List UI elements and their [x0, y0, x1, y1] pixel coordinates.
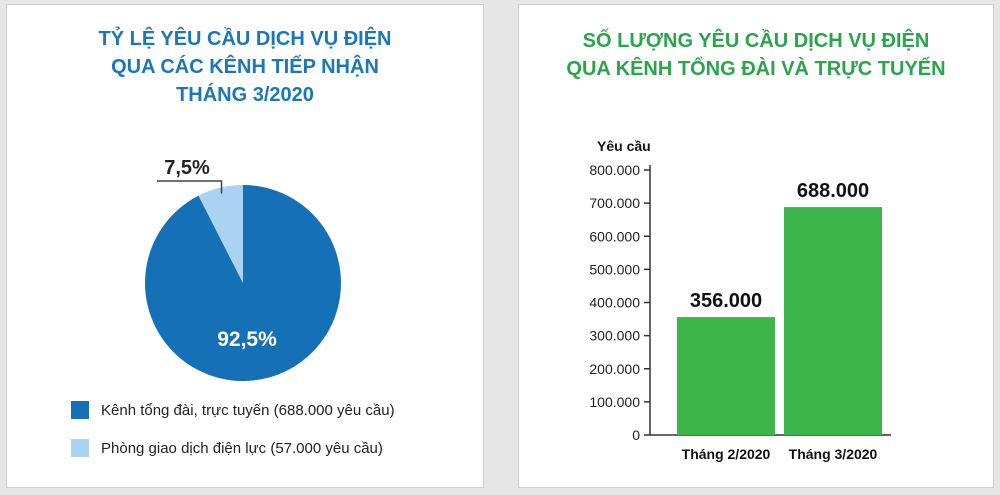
pie-chart-title: TỶ LỆ YÊU CẦU DỊCH VỤ ĐIỆN QUA CÁC KÊNH … — [7, 25, 483, 109]
bar-value-label: 356.000 — [690, 290, 762, 312]
y-tick-label: 100.000 — [589, 394, 640, 410]
pie-title-line-2: QUA CÁC KÊNH TIẾP NHẬN — [111, 56, 379, 78]
legend-swatch-dark-blue — [71, 401, 89, 419]
y-tick-label: 400.000 — [589, 295, 640, 311]
pie-label-call-center: 92,5% — [217, 328, 277, 351]
y-tick-label: 300.000 — [589, 328, 640, 344]
bar-title-line-2: QUA KÊNH TỔNG ĐÀI VÀ TRỰC TUYẾN — [566, 58, 946, 80]
pie-title-line-1: TỶ LỆ YÊU CẦU DỊCH VỤ ĐIỆN — [98, 28, 392, 50]
legend-swatch-light-blue — [71, 439, 89, 457]
legend-item-office: Phòng giao dịch điện lực (57.000 yêu cầu… — [71, 439, 383, 457]
bar-title-line-1: SỐ LƯỢNG YÊU CẦU DỊCH VỤ ĐIỆN — [582, 30, 930, 52]
y-tick-label: 600.000 — [589, 228, 640, 244]
bar-1 — [677, 317, 775, 435]
y-tick-label: 700.000 — [589, 195, 640, 211]
legend-item-call-center: Kênh tổng đài, trực tuyến (688.000 yêu c… — [71, 401, 395, 419]
x-tick-label: Tháng 3/2020 — [789, 446, 878, 462]
bar-2 — [784, 207, 882, 435]
bar-value-label: 688.000 — [797, 180, 869, 202]
x-tick-label: Tháng 2/2020 — [682, 446, 771, 462]
y-tick-label: 500.000 — [589, 261, 640, 277]
legend-label-office: Phòng giao dịch điện lực (57.000 yêu cầu… — [101, 439, 383, 457]
y-tick-label: 0 — [632, 427, 640, 443]
bar-chart: Yêu cầu 0 100.000 200.000 300.000 400.000 500.… — [589, 138, 891, 462]
pie-slice-office — [198, 185, 243, 283]
y-tick-label: 800.000 — [589, 162, 640, 178]
bar-chart-title: SỐ LƯỢNG YÊU CẦU DỊCH VỤ ĐIỆN QUA KÊNH T… — [519, 27, 993, 83]
bar-chart-panel: SỐ LƯỢNG YÊU CẦU DỊCH VỤ ĐIỆN QUA KÊNH T… — [518, 4, 994, 488]
pie-title-line-3: THÁNG 3/2020 — [176, 84, 314, 106]
y-tick-label: 200.000 — [589, 361, 640, 377]
pie-chart: 7,5% 92,5% — [144, 157, 341, 381]
pie-leader-line — [157, 180, 223, 194]
pie-chart-panel: TỶ LỆ YÊU CẦU DỊCH VỤ ĐIỆN QUA CÁC KÊNH … — [6, 4, 484, 488]
legend-label-call-center: Kênh tổng đài, trực tuyến (688.000 yêu c… — [101, 401, 395, 419]
y-axis-label: Yêu cầu — [597, 138, 651, 154]
pie-label-office: 7,5% — [164, 157, 210, 179]
